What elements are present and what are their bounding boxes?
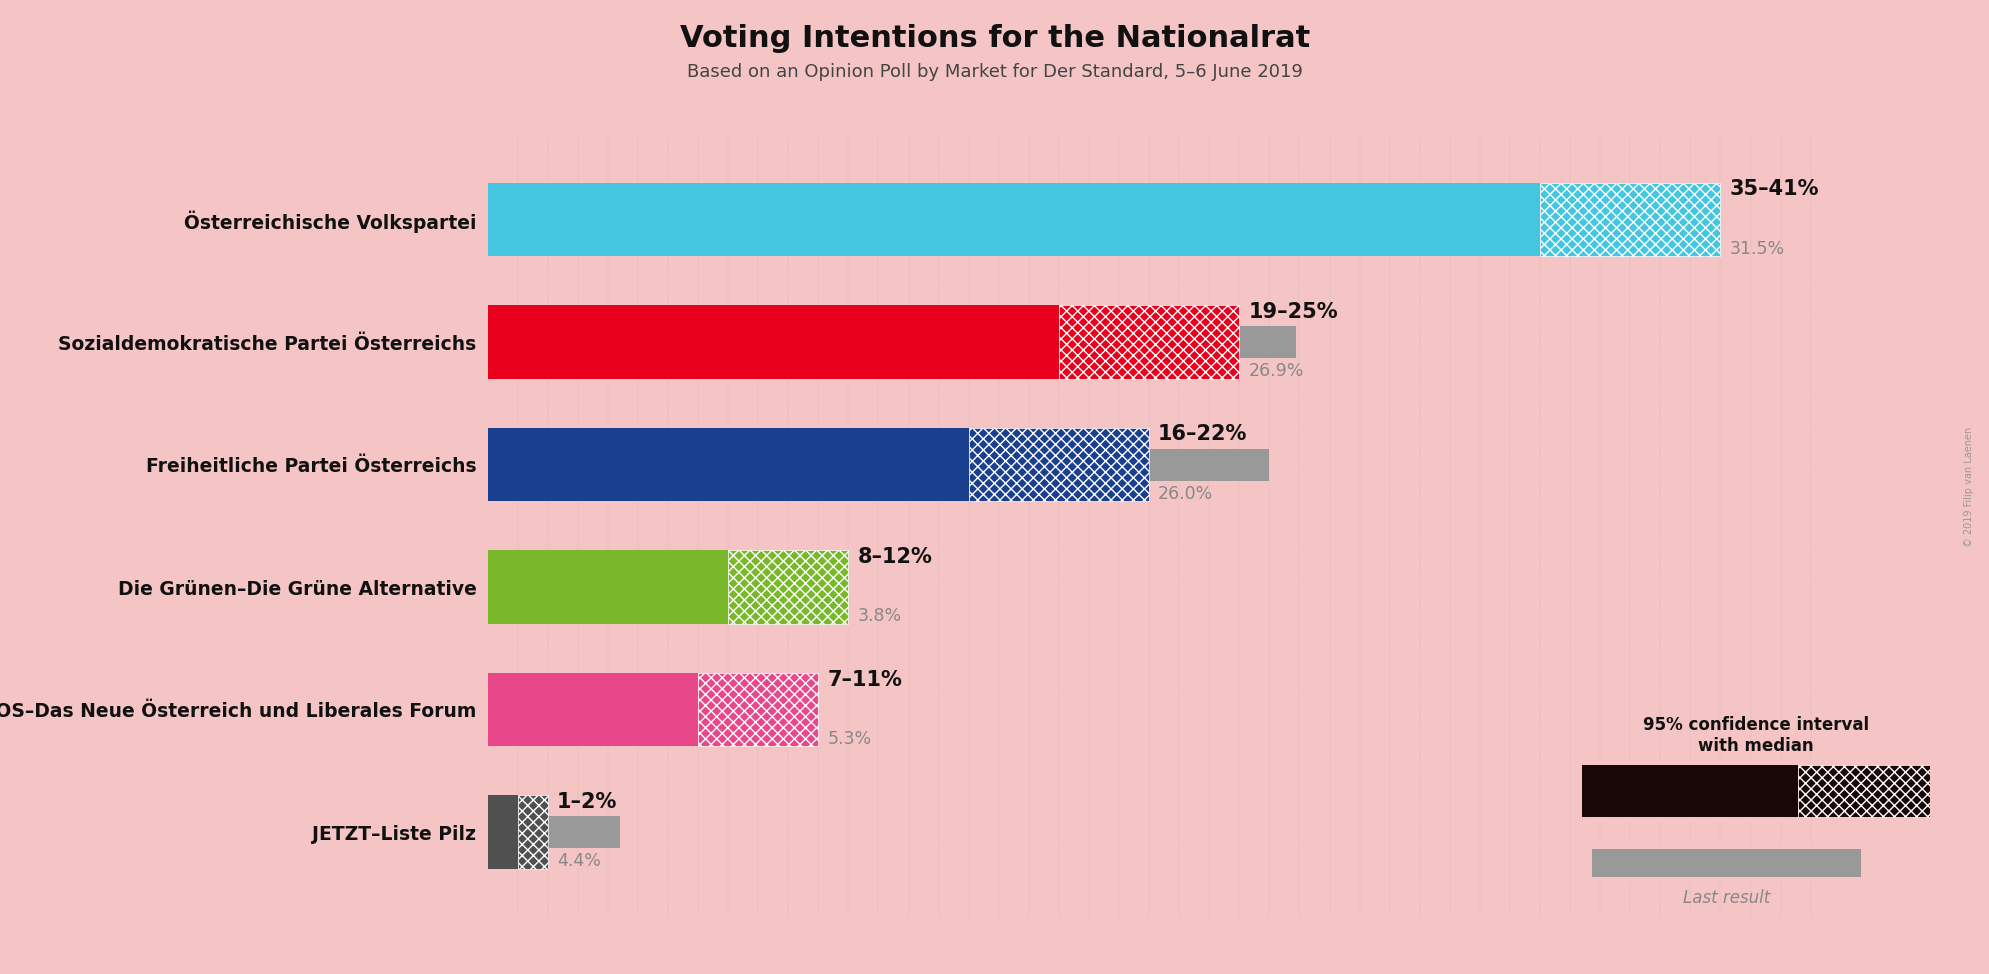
Bar [969, 428, 1148, 502]
Bar [487, 204, 1434, 236]
Bar [728, 550, 847, 624]
Bar [487, 816, 619, 848]
Text: © 2019 Filip van Laenen: © 2019 Filip van Laenen [1963, 427, 1973, 547]
Bar [487, 673, 698, 746]
Bar [517, 796, 547, 869]
Bar [487, 796, 517, 869]
Text: Last result: Last result [1683, 889, 1768, 907]
Text: Based on an Opinion Poll by Market for Der Standard, 5–6 June 2019: Based on an Opinion Poll by Market for D… [686, 63, 1303, 81]
Bar [487, 572, 601, 603]
Bar [1581, 766, 1798, 817]
Text: 4.4%: 4.4% [557, 852, 601, 871]
Text: 1–2%: 1–2% [557, 792, 617, 812]
Text: 3.8%: 3.8% [857, 608, 901, 625]
Text: 95% confidence interval
with median: 95% confidence interval with median [1643, 716, 1868, 755]
Bar [487, 449, 1269, 480]
Bar [1058, 306, 1239, 379]
Bar [487, 428, 969, 502]
Bar [487, 183, 1539, 256]
Text: 26.0%: 26.0% [1158, 485, 1213, 503]
Bar [487, 550, 728, 624]
Bar [1591, 849, 1860, 877]
Text: 31.5%: 31.5% [1728, 240, 1784, 258]
Text: 35–41%: 35–41% [1728, 179, 1818, 200]
Bar [487, 326, 1295, 358]
Text: 7–11%: 7–11% [827, 669, 901, 690]
Text: 5.3%: 5.3% [827, 730, 871, 748]
Bar [1539, 183, 1720, 256]
Text: 8–12%: 8–12% [857, 547, 931, 567]
Bar [1798, 766, 1929, 817]
Bar [698, 673, 817, 746]
Bar [487, 306, 1058, 379]
Text: 26.9%: 26.9% [1247, 362, 1303, 381]
Text: 19–25%: 19–25% [1247, 302, 1337, 322]
Bar [487, 693, 646, 726]
Text: Voting Intentions for the Nationalrat: Voting Intentions for the Nationalrat [680, 24, 1309, 54]
Text: 16–22%: 16–22% [1158, 425, 1247, 444]
